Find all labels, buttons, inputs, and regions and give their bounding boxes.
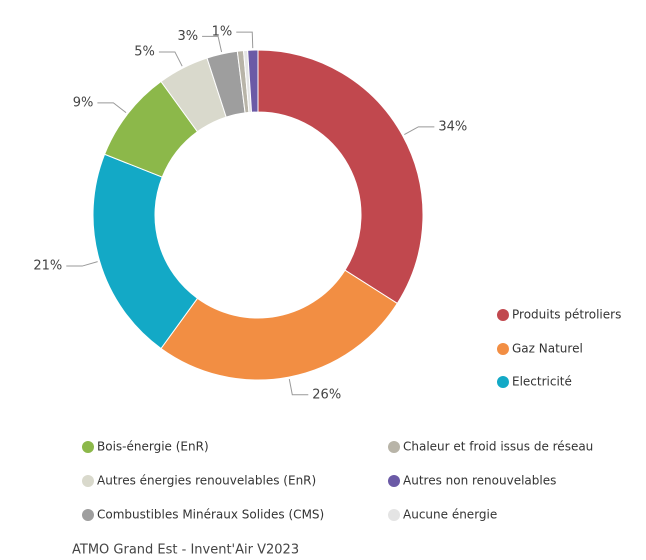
legend-label: Gaz Naturel	[512, 342, 583, 356]
legend-swatch	[497, 343, 509, 355]
legend-swatch	[388, 475, 400, 487]
leader-line	[236, 31, 254, 49]
leader-line	[288, 378, 309, 396]
legend-swatch	[497, 309, 509, 321]
legend-swatch	[82, 441, 94, 453]
legend-label: Aucune énergie	[403, 508, 497, 522]
slice	[257, 49, 424, 305]
data-label: 9%	[73, 95, 94, 110]
data-label: 26%	[312, 387, 341, 402]
legend-swatch	[388, 441, 400, 453]
legend-label: Combustibles Minéraux Solides (CMS)	[97, 508, 324, 522]
slice	[247, 49, 259, 113]
legend-swatch	[82, 509, 94, 521]
data-label: 34%	[438, 119, 467, 134]
legend-label: Autres énergies renouvelables (EnR)	[97, 474, 316, 488]
leader-line	[404, 126, 435, 135]
legend-swatch	[497, 376, 509, 388]
legend-swatch	[388, 509, 400, 521]
slice	[160, 269, 399, 381]
legend-label: Electricité	[512, 375, 572, 389]
legend-label: Chaleur et froid issus de réseau	[403, 440, 593, 454]
leader-line	[66, 261, 98, 267]
data-label: 1%	[212, 25, 233, 40]
source-note: ATMO Grand Est - Invent'Air V2023	[72, 543, 299, 558]
data-label: 21%	[33, 259, 62, 274]
legend-swatch	[82, 475, 94, 487]
leader-line	[158, 51, 183, 67]
legend-label: Bois-énergie (EnR)	[97, 440, 209, 454]
legend-label: Produits pétroliers	[512, 308, 621, 322]
leader-line	[97, 102, 127, 114]
data-label: 3%	[177, 29, 198, 44]
slice	[92, 153, 199, 350]
leader-line	[202, 35, 223, 53]
data-label: 5%	[134, 44, 155, 59]
legend-label: Autres non renouvelables	[403, 474, 556, 488]
